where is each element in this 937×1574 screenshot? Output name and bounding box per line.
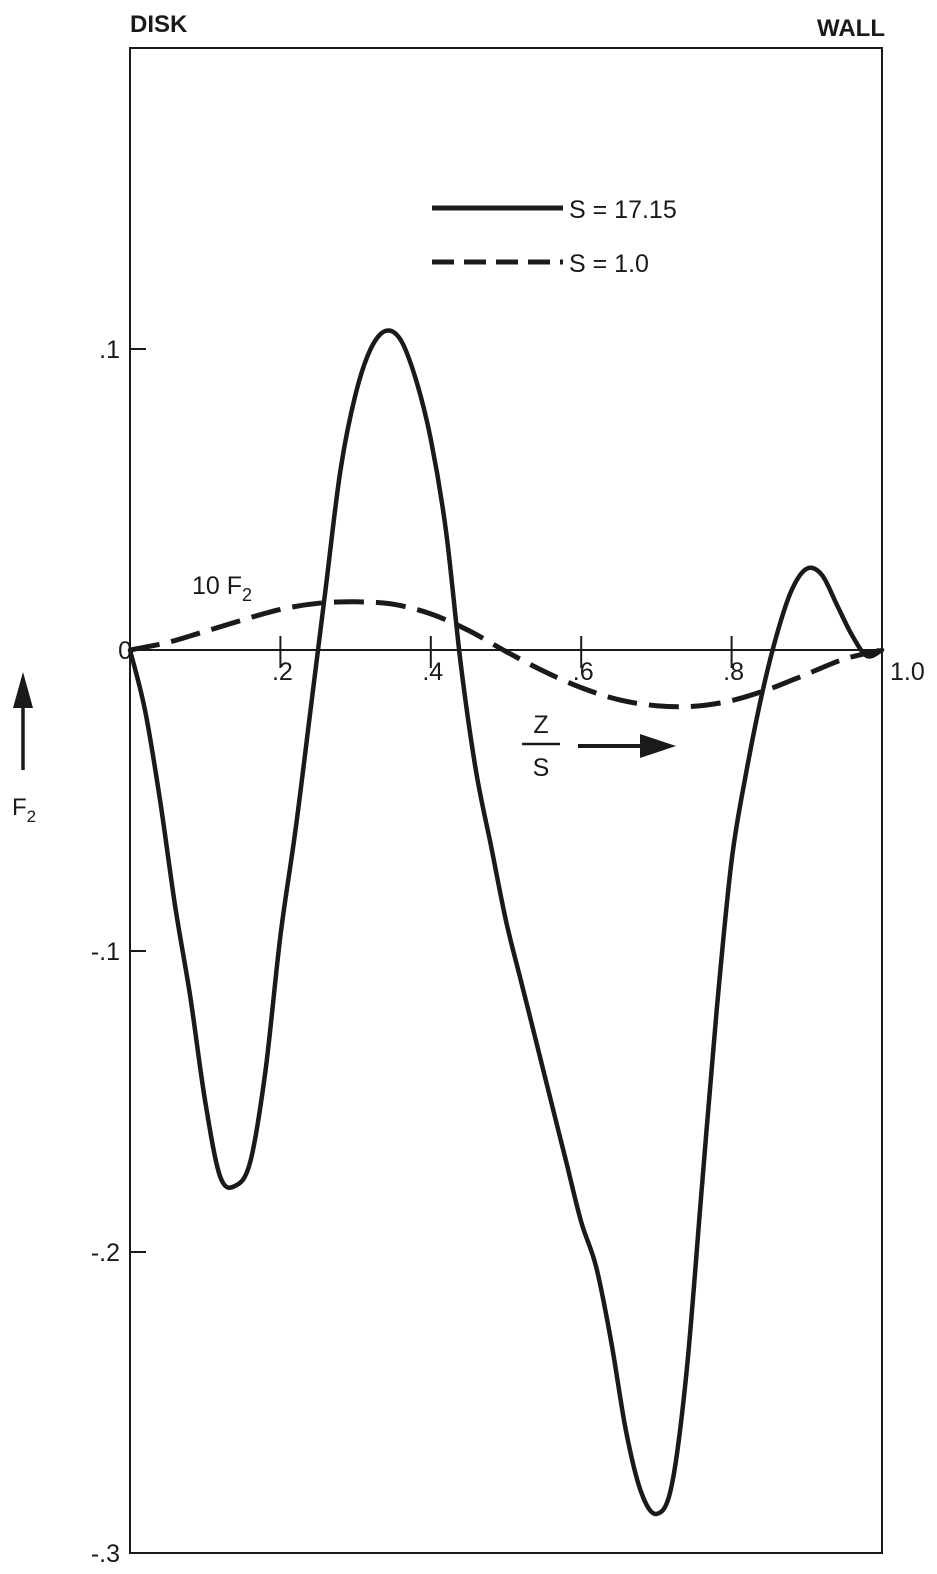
series-layer bbox=[127, 328, 885, 1517]
x-tick-label: 1.0 bbox=[890, 658, 925, 686]
x-tick-label: .2 bbox=[272, 658, 293, 686]
y-axis-label-text: F2 bbox=[12, 794, 36, 826]
x-axis-arrow-icon bbox=[578, 734, 676, 758]
x-tick-label: 0 bbox=[118, 637, 132, 665]
x-axis-label: Z S bbox=[522, 711, 676, 782]
y-axis-arrow-icon bbox=[13, 672, 33, 770]
y-axis-label: F2 bbox=[12, 672, 36, 826]
legend-label-s17: S = 17.15 bbox=[569, 196, 677, 224]
x-tick-label: .4 bbox=[422, 658, 443, 686]
dashed-series-annotation: 10 F2 bbox=[192, 572, 252, 605]
x-tick-label: .6 bbox=[573, 658, 594, 686]
legend: S = 17.15 S = 1.0 bbox=[432, 196, 677, 278]
annotation-text: 10 F bbox=[192, 572, 242, 600]
plot-frame bbox=[129, 47, 883, 1554]
series-line-solid bbox=[127, 328, 885, 1517]
x-tick-label: .8 bbox=[723, 658, 744, 686]
y-axis-label-sub: 2 bbox=[27, 807, 36, 826]
series-line-dashed bbox=[129, 599, 883, 710]
y-tick-label: -.1 bbox=[91, 938, 120, 966]
y-tick-label: -.2 bbox=[91, 1239, 120, 1267]
x-axis-label-denominator: S bbox=[533, 754, 550, 782]
legend-label-s1: S = 1.0 bbox=[569, 250, 649, 278]
y-tick-label: -.3 bbox=[91, 1540, 120, 1568]
y-ticks-group: .1 -.1 -.2 -.3 bbox=[91, 336, 146, 1568]
corner-label-disk: DISK bbox=[130, 11, 188, 38]
corner-label-wall: WALL bbox=[817, 15, 885, 42]
x-ticks-group: 0 .2 .4 .6 .8 1.0 bbox=[118, 636, 925, 686]
y-axis-label-main: F bbox=[12, 794, 27, 821]
annotation-subscript: 2 bbox=[242, 585, 252, 605]
x-axis-label-numerator: Z bbox=[533, 711, 548, 739]
y-tick-label: .1 bbox=[99, 336, 120, 364]
